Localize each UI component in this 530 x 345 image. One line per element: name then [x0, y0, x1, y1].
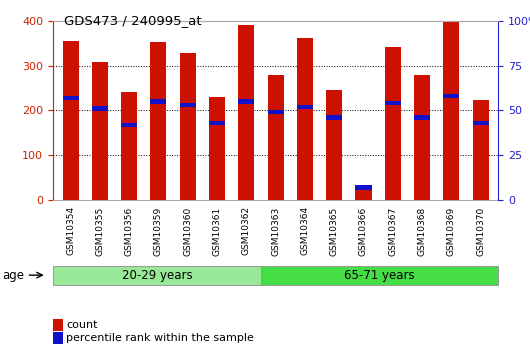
- Bar: [473, 100, 489, 200]
- Bar: [414, 75, 430, 200]
- Bar: [326, 115, 342, 120]
- Bar: [151, 99, 166, 104]
- Bar: [63, 96, 78, 100]
- Text: GDS473 / 240995_at: GDS473 / 240995_at: [64, 14, 201, 27]
- Bar: [443, 20, 460, 200]
- Text: count: count: [66, 321, 98, 330]
- Bar: [385, 47, 401, 200]
- Bar: [238, 99, 254, 104]
- Text: 20-29 years: 20-29 years: [121, 269, 192, 282]
- Bar: [151, 42, 166, 200]
- Bar: [385, 101, 401, 106]
- Bar: [121, 122, 137, 127]
- Bar: [92, 106, 108, 111]
- Bar: [326, 90, 342, 200]
- Bar: [297, 38, 313, 200]
- Bar: [121, 91, 137, 200]
- Bar: [92, 62, 108, 200]
- Bar: [356, 186, 372, 200]
- Bar: [356, 185, 372, 190]
- Bar: [63, 41, 78, 200]
- Text: 65-71 years: 65-71 years: [344, 269, 415, 282]
- Bar: [180, 103, 196, 107]
- Bar: [209, 97, 225, 200]
- Bar: [473, 121, 489, 125]
- Bar: [414, 115, 430, 120]
- Text: percentile rank within the sample: percentile rank within the sample: [66, 334, 254, 343]
- Bar: [268, 75, 284, 200]
- Bar: [297, 105, 313, 109]
- Bar: [209, 121, 225, 125]
- Text: age: age: [3, 269, 25, 282]
- Bar: [443, 94, 460, 98]
- Bar: [238, 25, 254, 200]
- Bar: [180, 53, 196, 200]
- Bar: [268, 110, 284, 115]
